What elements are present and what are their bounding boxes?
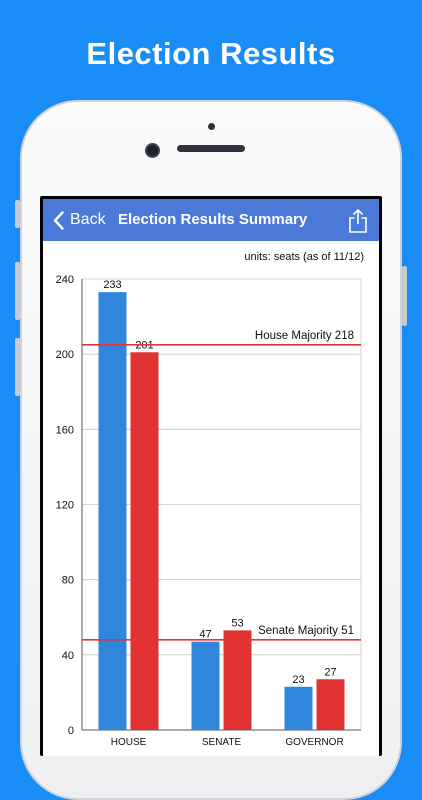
y-tick-label: 200 — [56, 349, 74, 361]
bar-value-label: 53 — [231, 617, 243, 629]
back-button[interactable]: Back — [53, 199, 106, 241]
navigation-bar: Back Election Results Summary — [43, 199, 379, 241]
y-tick-label: 0 — [68, 725, 74, 737]
units-note: units: seats (as of 11/12) — [244, 251, 364, 263]
earpiece-speaker — [177, 145, 245, 152]
bar-house-2 — [130, 352, 159, 730]
y-tick-label: 240 — [56, 274, 74, 286]
share-icon[interactable] — [347, 208, 369, 234]
mute-switch — [15, 200, 20, 228]
device-screen: Back Election Results Summary units: sea… — [40, 196, 382, 756]
bar-house-1 — [98, 292, 127, 730]
y-tick-label: 120 — [56, 500, 74, 512]
chevron-left-icon — [53, 210, 64, 230]
back-label: Back — [70, 211, 106, 228]
bar-senate-2 — [223, 630, 252, 730]
headline: Election Results — [86, 36, 336, 71]
chart-container: units: seats (as of 11/12) 0 40 80 120 160 20… — [43, 241, 379, 756]
y-tick-label: 160 — [56, 424, 74, 436]
y-tick-label: 80 — [62, 575, 74, 587]
bar-governor-1 — [284, 686, 313, 730]
x-category-label: SENATE — [202, 737, 242, 748]
majority-label: Senate Majority 51 — [258, 625, 354, 637]
bar-value-label: 233 — [103, 279, 121, 291]
x-category-label: GOVERNOR — [285, 737, 343, 748]
front-camera — [145, 143, 160, 158]
volume-up-button — [15, 262, 20, 320]
x-category-label: HOUSE — [111, 737, 147, 748]
bar-governor-2 — [316, 679, 345, 730]
bar-senate-1 — [191, 641, 220, 730]
proximity-sensor — [208, 123, 215, 130]
bar-value-label: 47 — [199, 629, 211, 641]
volume-down-button — [15, 338, 20, 396]
bar-value-label: 27 — [324, 666, 336, 678]
power-button — [402, 266, 407, 326]
majority-label: House Majority 218 — [255, 330, 354, 342]
page-title: Election Results Summary — [118, 211, 308, 228]
bar-value-label: 23 — [292, 674, 304, 686]
y-tick-label: 40 — [62, 650, 74, 662]
